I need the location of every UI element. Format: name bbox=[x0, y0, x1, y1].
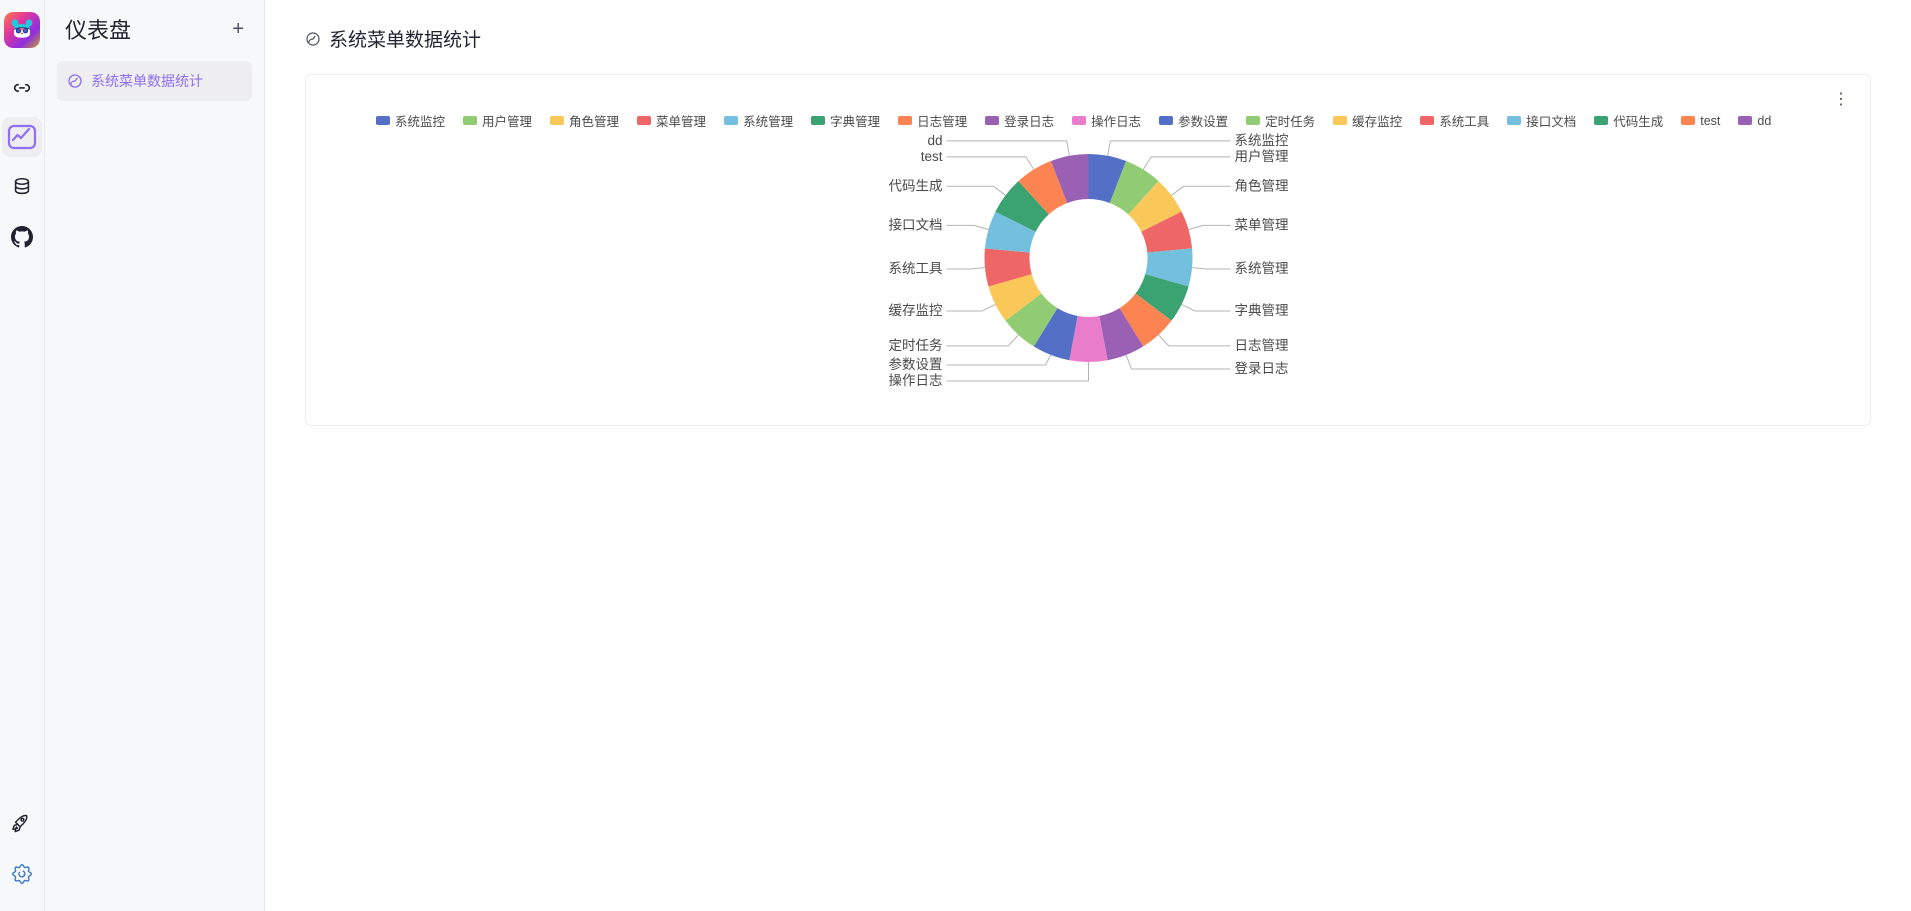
svg-text:系统管理: 系统管理 bbox=[1235, 261, 1289, 276]
svg-text:参数设置: 参数设置 bbox=[889, 356, 943, 372]
svg-text:定时任务: 定时任务 bbox=[889, 338, 943, 353]
svg-text:缓存监控: 缓存监控 bbox=[889, 303, 943, 318]
svg-text:用户管理: 用户管理 bbox=[1235, 148, 1289, 164]
svg-text:登录日志: 登录日志 bbox=[1235, 361, 1289, 376]
svg-text:日志管理: 日志管理 bbox=[1235, 338, 1289, 353]
svg-text:角色管理: 角色管理 bbox=[1235, 177, 1289, 193]
svg-text:dd: dd bbox=[927, 133, 942, 148]
svg-text:test: test bbox=[921, 149, 943, 164]
svg-text:系统监控: 系统监控 bbox=[1235, 133, 1289, 148]
svg-text:字典管理: 字典管理 bbox=[1235, 303, 1289, 318]
svg-text:系统工具: 系统工具 bbox=[889, 261, 943, 276]
svg-text:操作日志: 操作日志 bbox=[889, 373, 943, 388]
svg-text:接口文档: 接口文档 bbox=[889, 216, 943, 232]
svg-text:代码生成: 代码生成 bbox=[889, 178, 943, 193]
svg-text:菜单管理: 菜单管理 bbox=[1235, 217, 1289, 232]
